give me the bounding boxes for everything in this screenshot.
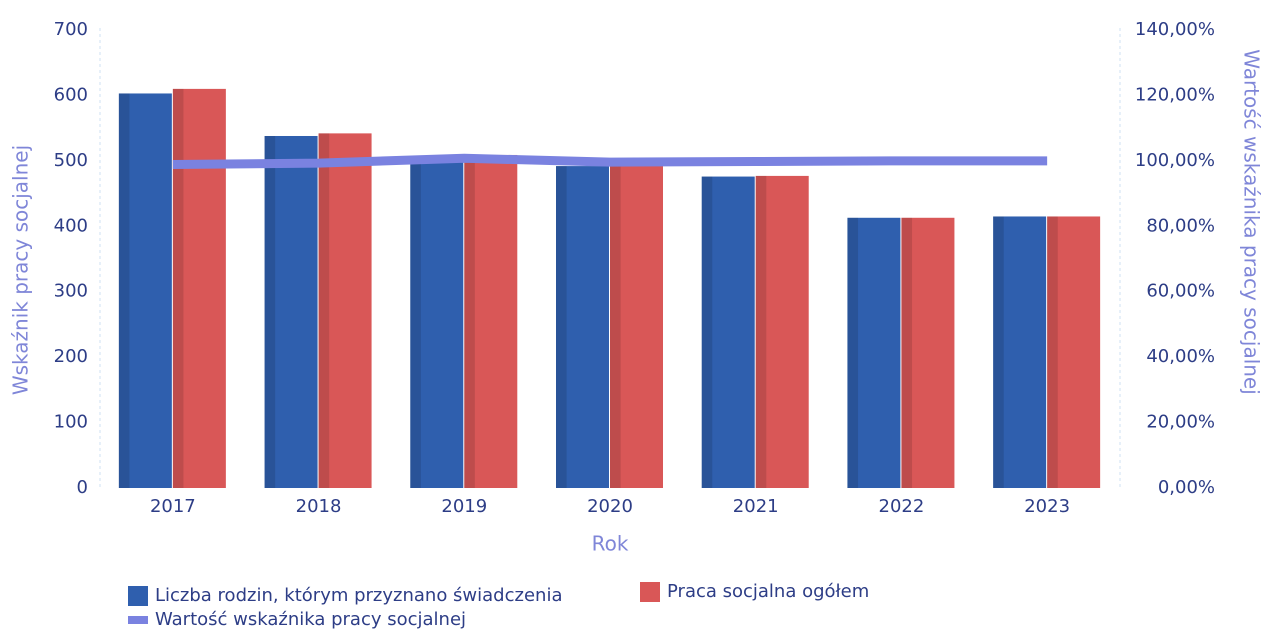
- bar: [556, 166, 609, 488]
- bar: [410, 157, 464, 489]
- bar: [755, 175, 809, 489]
- x-tick-label: 2023: [1024, 496, 1070, 517]
- bar: [118, 93, 172, 489]
- bar-shade: [993, 216, 1004, 488]
- y2-tick-label: 120,00%: [1135, 84, 1215, 105]
- y-axis-title: Wskaźnik pracy socjalnej: [9, 145, 33, 395]
- bar: [993, 216, 1047, 488]
- bar-shade: [847, 217, 859, 488]
- bar: [318, 133, 372, 488]
- bar-shade: [318, 133, 330, 488]
- bar-shade: [464, 154, 475, 488]
- bar-shade: [556, 166, 567, 488]
- y2-tick-label: 100,00%: [1135, 150, 1215, 171]
- bar-shade: [264, 135, 276, 488]
- x-tick-label: 2022: [879, 496, 925, 517]
- bar: [701, 176, 755, 488]
- bar-shade: [410, 157, 421, 489]
- bar-shade: [118, 93, 130, 489]
- x-tick-label: 2017: [150, 496, 196, 517]
- legend-label: Wartość wskaźnika pracy socjalnej: [155, 609, 466, 630]
- legend-swatch: [128, 616, 148, 624]
- bar: [1047, 216, 1101, 488]
- y2-tick-label: 20,00%: [1146, 412, 1215, 433]
- x-tick-label: 2021: [733, 496, 779, 517]
- y-tick-label: 500: [54, 150, 88, 171]
- y-tick-label: 300: [54, 281, 88, 302]
- y-tick-label: 0: [77, 477, 88, 498]
- y2-tick-label: 140,00%: [1135, 19, 1215, 40]
- y-tick-label: 700: [54, 19, 88, 40]
- bar: [172, 88, 226, 488]
- y2-tick-label: 60,00%: [1146, 281, 1215, 302]
- bar-shade: [755, 175, 767, 489]
- line: [172, 153, 1048, 169]
- x-tick-label: 2020: [587, 496, 633, 517]
- legend-swatch: [128, 586, 148, 606]
- bar-shade: [172, 88, 184, 488]
- legend-label: Praca socjalna ogółem: [667, 581, 869, 602]
- y-tick-label: 600: [54, 84, 88, 105]
- y-tick-label: 200: [54, 346, 88, 367]
- bar-shade: [610, 164, 621, 489]
- bar: [610, 164, 663, 489]
- bar: [464, 154, 518, 488]
- y-tick-label: 400: [54, 215, 88, 236]
- x-tick-label: 2019: [441, 496, 487, 517]
- bar-shade: [1047, 216, 1058, 488]
- x-axis-title: Rok: [592, 532, 629, 556]
- legend-label: Liczba rodzin, którym przyznano świadcze…: [155, 585, 562, 606]
- bar: [847, 217, 901, 488]
- bar: [264, 135, 318, 488]
- y2-tick-label: 80,00%: [1146, 215, 1215, 236]
- x-tick-label: 2018: [296, 496, 342, 517]
- y-tick-label: 100: [54, 412, 88, 433]
- bar-shade: [701, 176, 713, 488]
- y2-tick-label: 40,00%: [1146, 346, 1215, 367]
- y2-axis-title: Wartość wskaźnika pracy socjalnej: [1240, 49, 1264, 395]
- legend-swatch: [640, 582, 660, 602]
- y2-tick-label: 0,00%: [1158, 477, 1215, 498]
- bar-shade: [901, 217, 913, 488]
- bar: [901, 217, 955, 488]
